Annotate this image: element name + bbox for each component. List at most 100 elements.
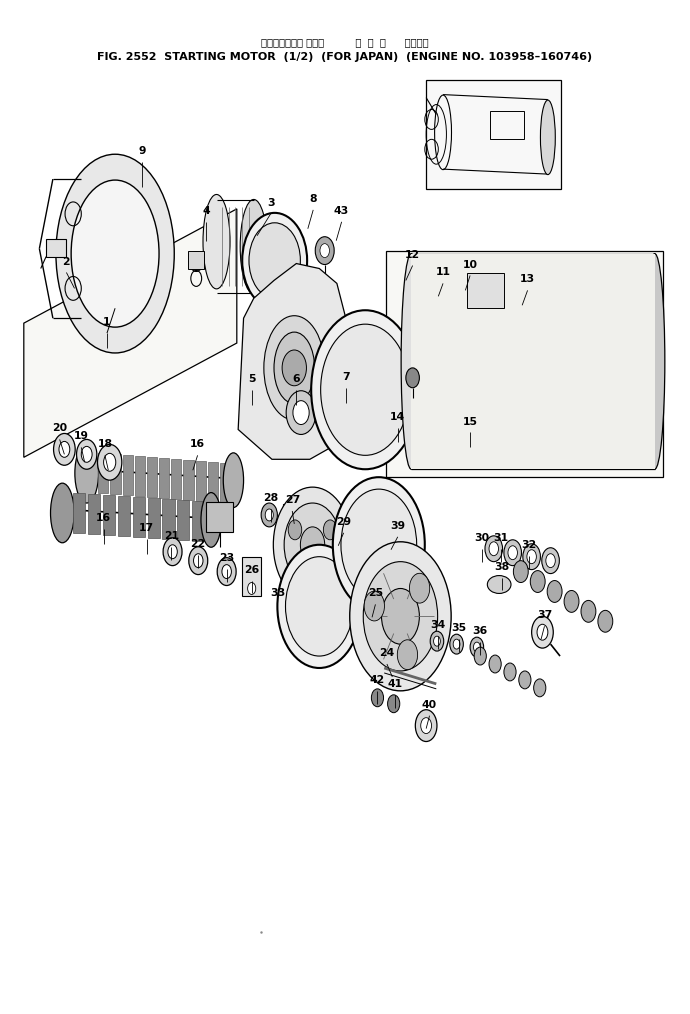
Circle shape [261,503,277,527]
Circle shape [193,554,203,568]
Text: 16: 16 [190,439,205,449]
Circle shape [382,588,420,644]
Text: 5: 5 [248,374,256,383]
Text: 26: 26 [244,565,259,575]
Circle shape [470,637,484,657]
Circle shape [371,689,384,707]
Text: 28: 28 [263,493,278,503]
Polygon shape [238,264,352,459]
Text: 41: 41 [388,678,402,689]
Polygon shape [386,250,663,478]
Circle shape [473,642,480,652]
Ellipse shape [274,333,315,404]
Circle shape [97,444,122,481]
Ellipse shape [224,453,244,507]
Text: 27: 27 [285,495,300,505]
Ellipse shape [50,483,75,542]
Circle shape [519,671,531,689]
Text: 15: 15 [462,417,477,427]
Text: 16: 16 [96,513,111,523]
Ellipse shape [240,200,267,294]
Bar [491,112,524,139]
Circle shape [217,558,236,585]
Circle shape [81,446,92,462]
Text: 12: 12 [405,249,420,260]
Circle shape [450,634,464,654]
Circle shape [341,489,417,600]
Circle shape [581,600,596,623]
Bar [195,461,206,501]
Circle shape [335,602,344,617]
Bar [283,504,295,524]
Bar [171,459,181,499]
Circle shape [409,573,430,603]
Circle shape [77,439,97,469]
Text: 21: 21 [164,530,179,540]
Text: 25: 25 [368,588,383,598]
Bar [206,502,233,531]
Text: 32: 32 [522,539,537,550]
Text: 1: 1 [104,317,110,328]
Ellipse shape [487,576,511,593]
Circle shape [248,582,256,594]
Circle shape [489,655,501,673]
Text: 36: 36 [473,627,488,636]
Circle shape [531,617,553,648]
Circle shape [321,324,410,455]
Circle shape [59,441,70,457]
Text: 11: 11 [435,268,451,278]
Ellipse shape [459,265,486,319]
Circle shape [249,223,300,298]
Ellipse shape [201,493,221,548]
Circle shape [433,636,440,646]
Circle shape [242,213,307,308]
Text: FIG. 2552  STARTING MOTOR  (1/2)  (FOR JAPAN)  (ENGINE NO. 103958–160746): FIG. 2552 STARTING MOTOR (1/2) (FOR JAPA… [97,52,593,62]
Bar [208,462,218,502]
Circle shape [453,639,460,649]
Ellipse shape [401,254,422,469]
Circle shape [277,545,362,668]
Bar [103,495,115,534]
Bar [242,557,261,596]
Text: 6: 6 [293,374,300,383]
Circle shape [320,243,329,258]
Circle shape [284,503,341,586]
Bar [118,496,130,535]
Circle shape [286,390,316,434]
Circle shape [288,520,302,539]
Circle shape [190,251,203,272]
Circle shape [415,710,437,741]
Circle shape [324,520,337,539]
Circle shape [504,663,516,681]
Text: 18: 18 [97,439,112,449]
Circle shape [420,288,433,308]
Circle shape [531,571,545,592]
Circle shape [315,236,334,265]
Bar [193,501,204,540]
Circle shape [265,509,273,521]
Circle shape [137,198,147,212]
Circle shape [333,478,425,612]
Text: 14: 14 [390,412,405,422]
Ellipse shape [644,254,665,469]
Ellipse shape [203,195,230,289]
Ellipse shape [75,443,99,503]
Circle shape [293,401,309,425]
Bar [159,458,169,498]
Bar [73,493,86,532]
Text: 9: 9 [139,146,146,156]
Circle shape [513,561,529,582]
Ellipse shape [540,100,555,174]
Text: 23: 23 [219,553,235,563]
Circle shape [54,433,75,465]
Ellipse shape [264,315,325,420]
Bar [147,457,157,497]
Circle shape [222,565,231,579]
Ellipse shape [71,180,159,328]
Text: 3: 3 [267,198,275,208]
Bar [110,454,121,494]
Bar [132,497,145,536]
Circle shape [273,487,352,602]
Circle shape [527,550,536,564]
Text: 19: 19 [74,431,89,441]
